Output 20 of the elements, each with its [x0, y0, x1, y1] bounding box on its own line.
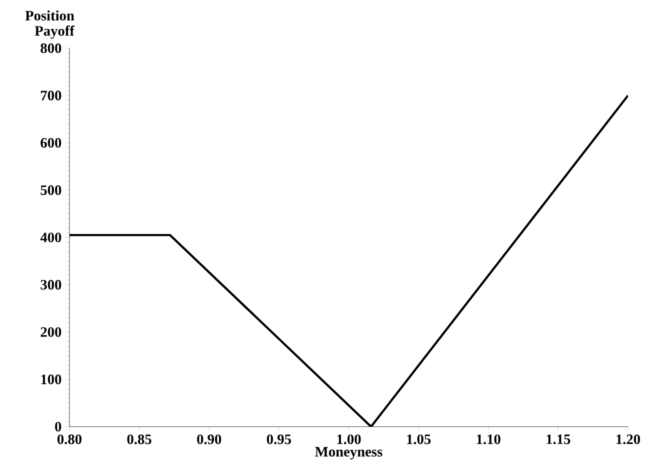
y-axis-title: Position Payoff	[25, 10, 75, 39]
y-tick-label: 100	[41, 374, 62, 384]
y-tick-label: 300	[40, 280, 62, 290]
x-axis-title: Moneyness	[315, 447, 382, 460]
x-tick-label: 1.00	[337, 434, 361, 444]
x-tick-label: 1.05	[407, 434, 431, 444]
x-tick-label: 1.20	[616, 434, 640, 444]
y-tick-label: 600	[40, 138, 62, 148]
x-tick-label: 0.85	[127, 434, 152, 444]
x-tick-label: 0.90	[197, 434, 222, 444]
y-tick-label: 800	[40, 43, 62, 54]
x-tick-label: 0.80	[57, 434, 82, 444]
x-tick-label: 0.95	[266, 434, 291, 444]
x-tick-label: 1.10	[476, 434, 500, 444]
x-tick-label: 1.15	[546, 434, 570, 444]
y-tick-label: 700	[40, 90, 62, 100]
y-tick-label: 200	[40, 327, 62, 337]
y-tick-label: 0	[55, 422, 62, 432]
y-tick-label: 400	[40, 232, 62, 242]
y-tick-label: 500	[40, 185, 62, 195]
